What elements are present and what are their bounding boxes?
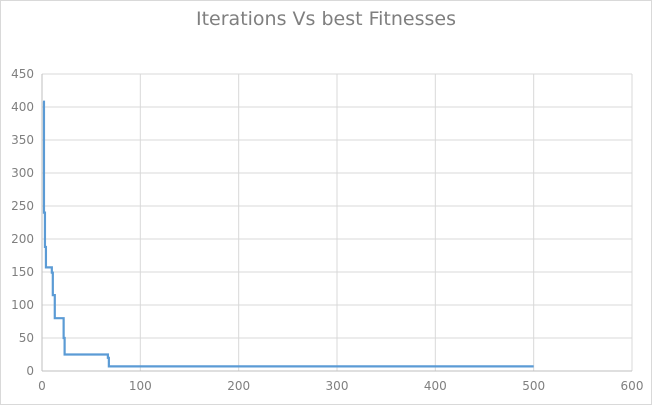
y-tick-label: 450 bbox=[11, 67, 34, 81]
y-tick-label: 250 bbox=[11, 199, 34, 213]
x-tick-label: 500 bbox=[522, 379, 545, 393]
series-group bbox=[42, 100, 534, 368]
x-tick-label: 100 bbox=[129, 379, 152, 393]
y-tick-label: 100 bbox=[11, 298, 34, 312]
x-tick-label: 400 bbox=[424, 379, 447, 393]
y-tick-label: 300 bbox=[11, 166, 34, 180]
x-tick-label: 600 bbox=[621, 379, 644, 393]
x-tick-label: 300 bbox=[326, 379, 349, 393]
y-tick-label: 400 bbox=[11, 100, 34, 114]
y-tick-label: 150 bbox=[11, 265, 34, 279]
y-tick-label: 50 bbox=[19, 331, 34, 345]
x-tick-label: 0 bbox=[38, 379, 46, 393]
axes bbox=[41, 74, 632, 372]
chart-title: Iterations Vs best Fitnesses bbox=[196, 8, 456, 30]
y-tick-label: 200 bbox=[11, 232, 34, 246]
grid-lines bbox=[42, 73, 633, 371]
x-tick-label: 200 bbox=[227, 379, 250, 393]
x-tick-labels: 0 100 200 300 400 500 600 bbox=[38, 379, 643, 393]
y-tick-label: 350 bbox=[11, 133, 34, 147]
y-tick-label: 0 bbox=[26, 364, 34, 378]
y-tick-labels: 0 50 100 150 200 250 300 350 400 450 bbox=[11, 67, 34, 378]
series-line-0 bbox=[42, 100, 534, 368]
